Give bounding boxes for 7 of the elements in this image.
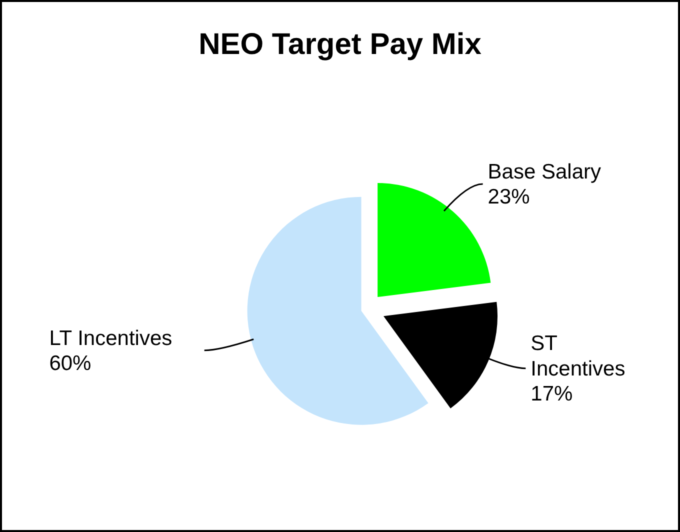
slice-label: ST Incentives bbox=[530, 332, 626, 380]
slice-label: LT Incentives bbox=[49, 326, 172, 350]
slice-label: Base Salary bbox=[488, 160, 602, 184]
data-label: 60% bbox=[49, 352, 92, 375]
chart-title: NEO Target Pay Mix bbox=[198, 28, 482, 62]
data-label: 23% bbox=[488, 186, 530, 209]
data-label: 17% bbox=[530, 382, 573, 406]
